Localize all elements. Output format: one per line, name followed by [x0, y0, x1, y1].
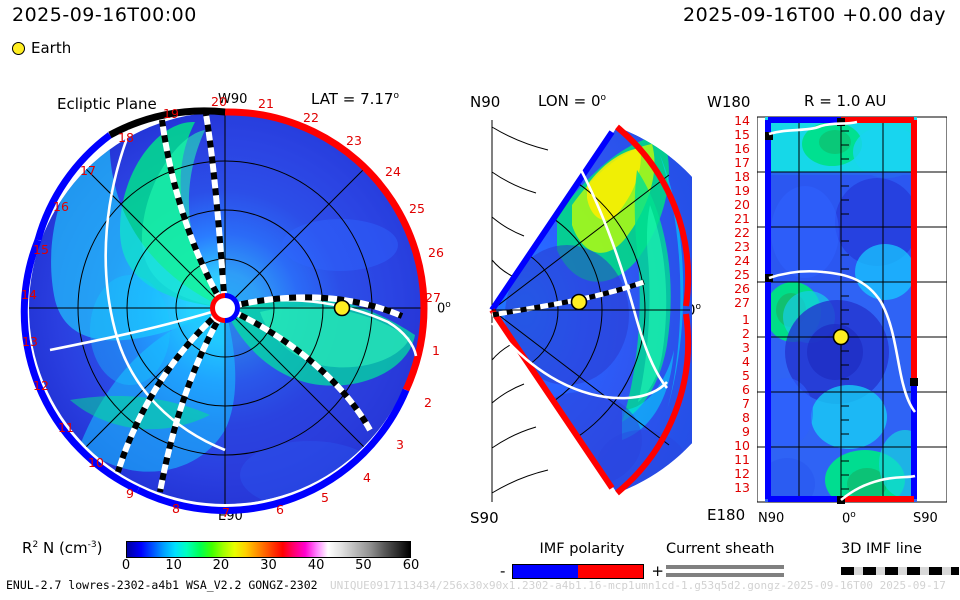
meridional-imf-line [491, 279, 645, 318]
radial-y-labels: 14 15 16 17 18 19 20 21 22 23 24 25 26 2… [700, 112, 758, 502]
polarity-swatch [512, 563, 645, 579]
y-label: 24 [734, 253, 750, 268]
meridional-axis-top: N90 [470, 93, 501, 111]
radial-axis-top: W180 [707, 93, 751, 111]
ecliptic-axis-top: W90 [218, 92, 248, 107]
y-label: 23 [734, 239, 750, 254]
meridional-current-sheet [490, 167, 669, 400]
polarity-minus-sign: - [500, 562, 506, 580]
colorbar-tick: 40 [307, 558, 325, 573]
imf-polarity-legend: IMF polarity - + [500, 541, 664, 580]
imf-line-swatch [841, 567, 959, 575]
colorbar-tick: 0 [121, 558, 131, 573]
current-sheath-title: Current sheath [666, 541, 775, 557]
imf-line-legend: 3D IMF line [841, 541, 959, 575]
y-label: 10 [734, 438, 750, 453]
colorbar-tick: 10 [165, 558, 182, 573]
radial-current-sheet [768, 120, 917, 501]
y-label: 20 [734, 197, 750, 212]
y-label: 22 [734, 225, 750, 240]
colorbar-label: R2 N (cm-3) [22, 539, 103, 557]
y-label: 5 [742, 368, 750, 383]
y-label: 3 [742, 340, 750, 355]
footer-model-info: ENUL-2.7 lowres-2302-a4b1 WSA_V2.2 GONGZ… [6, 578, 318, 592]
y-label: 25 [734, 267, 750, 282]
footer-watermark: UNIQUE0917113434/256x30x90x1.2302-a4b1.1… [330, 579, 946, 592]
colorbar-gradient [126, 541, 411, 558]
y-label: 2 [742, 326, 750, 341]
radial-x-right: S90 [913, 511, 938, 526]
y-label: 9 [742, 424, 750, 439]
polarity-positive-edge [489, 308, 615, 490]
colorbar-tick: 60 [402, 558, 420, 573]
radial-axis-bottom: E180 [707, 506, 746, 524]
ecliptic-polarity-rim [20, 107, 428, 514]
meridional-axis-bottom: S90 [470, 509, 499, 527]
radial-x-left: N90 [758, 511, 785, 526]
earth-marker-radial [832, 328, 850, 346]
meridional-plot[interactable] [462, 110, 692, 510]
current-sheath-legend: Current sheath [666, 541, 784, 577]
y-label: 15 [734, 127, 750, 142]
y-label: 13 [734, 480, 750, 495]
colorbar-tick: 20 [212, 558, 230, 573]
y-label: 19 [734, 183, 750, 198]
y-label: 8 [742, 410, 750, 425]
y-label: 7 [742, 396, 750, 411]
earth-marker-ecliptic [333, 299, 351, 317]
colorbar[interactable]: 0 10 20 30 40 50 60 [122, 541, 419, 574]
polarity-positive-arc [224, 108, 428, 392]
y-label: 14 [734, 113, 750, 128]
imf-line-title: 3D IMF line [841, 541, 922, 557]
polarity-negative-swatch [513, 564, 579, 578]
ecliptic-plot[interactable] [10, 100, 450, 520]
y-label: 26 [734, 281, 750, 296]
ecliptic-panel-title: Ecliptic Plane [57, 95, 157, 113]
meridional-polarity-rim [489, 124, 692, 496]
timestamp-left: 2025-09-16T00:00 [12, 4, 197, 26]
radial-polarity-border [765, 117, 917, 502]
ecliptic-axis-right: 0o [437, 300, 451, 317]
imf-polarity-title: IMF polarity [539, 541, 625, 557]
ecliptic-lat-label: LAT = 7.17o [311, 90, 399, 108]
radial-plot[interactable] [757, 112, 947, 507]
polarity-positive-swatch [578, 564, 644, 578]
earth-legend-label: Earth [31, 39, 72, 57]
y-label: 18 [734, 169, 750, 184]
y-label: 17 [734, 155, 750, 170]
sun-marker [210, 293, 240, 323]
current-sheath-swatch [666, 565, 784, 577]
y-label: 27 [734, 295, 750, 310]
polarity-plus-sign: + [651, 562, 664, 580]
radial-x-mid: 0o [842, 510, 856, 527]
colorbar-ticks: 0 10 20 30 40 50 60 [122, 558, 419, 574]
y-label: 11 [734, 452, 750, 467]
polarity-negative-arc [136, 388, 410, 514]
earth-dot-icon [12, 41, 25, 55]
y-label: 16 [734, 141, 750, 156]
y-label: 12 [734, 466, 750, 481]
y-label: 1 [742, 312, 750, 327]
polarity-negative-edge [489, 130, 615, 312]
radial-minor-ticks [841, 130, 849, 490]
radial-panel-title: R = 1.0 AU [804, 92, 887, 110]
colorbar-tick: 30 [260, 558, 277, 573]
y-label: 6 [742, 382, 750, 397]
earth-marker-meridional [570, 293, 588, 311]
earth-legend: Earth [12, 39, 71, 57]
colorbar-tick: 50 [355, 558, 372, 573]
y-label: 4 [742, 354, 750, 369]
y-label: 21 [734, 211, 750, 226]
timestamp-right: 2025-09-16T00 +0.00 day [683, 4, 946, 26]
meridional-panel-title: LON = 0o [538, 92, 607, 110]
radial-density-field [765, 117, 917, 502]
